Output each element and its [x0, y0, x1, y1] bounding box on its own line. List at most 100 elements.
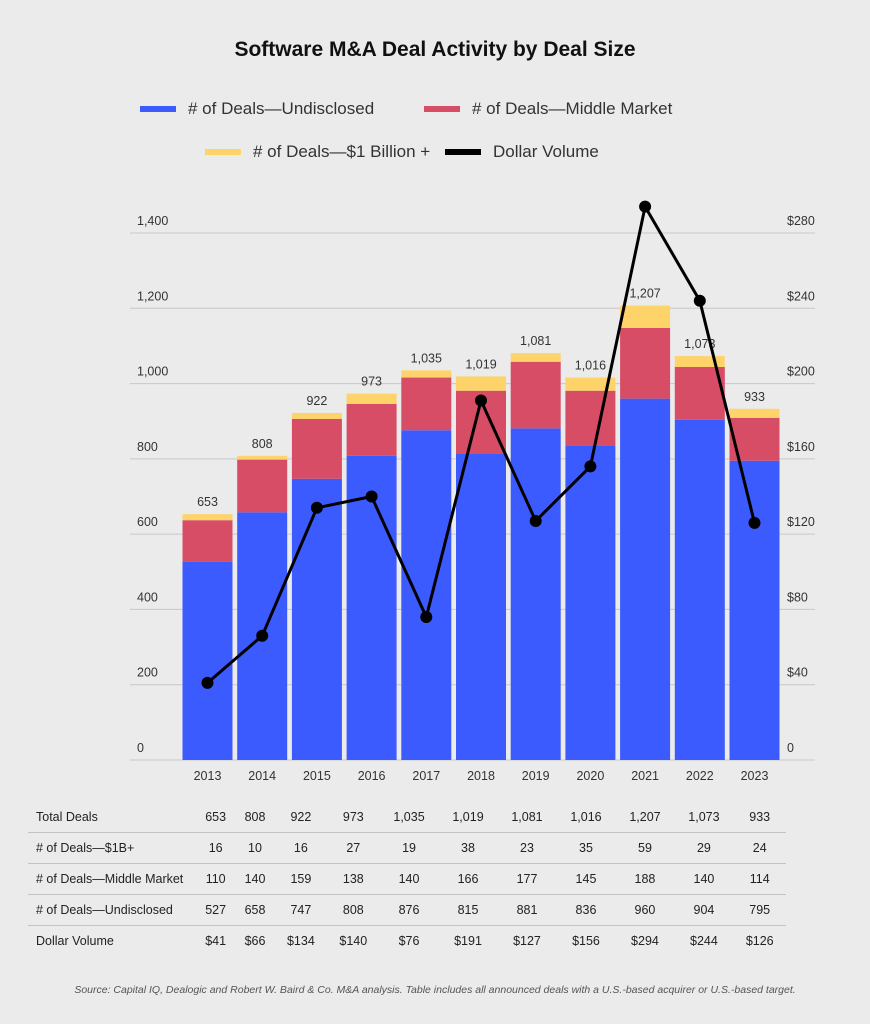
legend-swatch-undisclosed [140, 106, 176, 112]
table-cell: 795 [733, 894, 786, 926]
table-cell: 876 [379, 894, 439, 926]
bar-segment [401, 377, 452, 431]
bar-total-label: 922 [306, 394, 327, 408]
table-row: # of Deals—Middle Market 110 140 159 138 140 1… [28, 863, 786, 895]
bar-total-label: 1,073 [684, 337, 715, 351]
x-tick-label: 2016 [358, 769, 386, 783]
table-cell: 527 [196, 894, 236, 926]
bar-segment [674, 419, 725, 760]
chart-canvas: 0 200 400 600 800 1,000 1,200 1,400 0 $40 $80 $120 $… [130, 200, 815, 783]
table-cell: 23 [497, 832, 557, 864]
bar-segment [182, 514, 233, 521]
y-tick-label: 0 [137, 741, 144, 755]
bar-segment [565, 390, 616, 446]
table-cell: $140 [339, 934, 368, 948]
table-cell: 922 [274, 802, 328, 833]
table-cell: 808 [235, 802, 275, 833]
bar-segment [456, 453, 506, 760]
table-cell: 1,019 [438, 802, 498, 833]
table-cell: 16 [196, 832, 236, 864]
bar-segment [346, 403, 397, 456]
table-cell: $41 [205, 934, 227, 948]
bar-total-label: 973 [361, 375, 382, 389]
y2-tick-label: $40 [787, 666, 808, 680]
table-cell: 188 [615, 863, 675, 895]
legend-swatch-billion-plus [205, 149, 241, 155]
table-row: # of Deals—$1B+ 16 10 16 27 19 38 23 35 59 29 24 [28, 832, 786, 864]
table-row-label: # of Deals—$1B+ [28, 832, 196, 864]
y-tick-label: 1,000 [137, 365, 168, 379]
bar-total-label: 1,016 [575, 359, 606, 373]
table-cell: 653 [196, 802, 236, 833]
y-tick-label: 600 [137, 515, 158, 529]
table-row: Dollar Volume $41 $66 $134 $140 $76 $191 $127 $1… [28, 926, 786, 957]
table-cell: 815 [438, 894, 498, 926]
bar-total-label: 1,081 [520, 334, 551, 348]
table-cell: 140 [674, 863, 734, 895]
table-cell: $126 [745, 934, 774, 948]
x-tick-label: 2023 [741, 769, 769, 783]
table-row: Total Deals 653 808 922 973 1,035 1,019 1,081 1,… [28, 802, 786, 833]
table-cell: 140 [235, 863, 275, 895]
table-cell: 960 [615, 894, 675, 926]
table-cell: 1,016 [556, 802, 616, 833]
y2-tick-label: $200 [787, 365, 815, 379]
legend-item-undisclosed: # of Deals—Undisclosed [140, 99, 374, 119]
bar-segment [565, 377, 616, 391]
bar-segment [729, 460, 780, 760]
table-cell: 138 [327, 863, 380, 895]
y2-tick-label: $160 [787, 440, 815, 454]
table-cell: 24 [733, 832, 786, 864]
table-cell: $294 [631, 934, 659, 948]
table-cell: $127 [513, 934, 541, 948]
dollar-volume-point [693, 294, 706, 307]
legend-label-dollar-volume: Dollar Volume [493, 142, 599, 161]
table-cell: $244 [690, 934, 718, 948]
bar-segment [565, 445, 616, 760]
source-note: Source: Capital IQ, Dealogic and Robert … [74, 984, 796, 996]
table-row-label: Total Deals [28, 802, 196, 833]
legend-label-middle-market: # of Deals—Middle Market [472, 99, 673, 118]
table-cell: 836 [556, 894, 616, 926]
dollar-volume-point [748, 516, 761, 529]
table-cell: 1,207 [615, 802, 675, 833]
dollar-volume-point [475, 394, 487, 407]
bar-total-label: 808 [252, 437, 273, 451]
table-cell: 159 [274, 863, 328, 895]
bar-segment [620, 327, 671, 399]
table-cell: 1,035 [379, 802, 439, 833]
table-cell: 1,081 [497, 802, 557, 833]
table-cell: 1,073 [674, 802, 734, 833]
table-cell: 973 [327, 802, 380, 833]
x-tick-label: 2018 [467, 769, 495, 783]
table-cell: 166 [438, 863, 498, 895]
table-cell: 35 [556, 832, 616, 864]
bar-segment [510, 361, 561, 429]
bar-segment [510, 428, 561, 760]
bar-total-label: 933 [744, 390, 765, 404]
x-tick-label: 2019 [522, 769, 550, 783]
legend-swatch-dollar-volume [445, 149, 481, 155]
table-cell: 658 [235, 894, 275, 926]
y-tick-label: 200 [137, 666, 158, 680]
bar-total-label: 1,019 [465, 357, 496, 371]
y2-tick-label: $120 [787, 515, 815, 529]
dollar-volume-point [420, 610, 433, 623]
bar-total-label: 1,035 [411, 351, 442, 365]
table-cell: $156 [572, 934, 600, 948]
legend-item-middle-market: # of Deals—Middle Market [424, 99, 672, 119]
legend-item-billion-plus: # of Deals—$1 Billion + [205, 142, 430, 162]
table-cell: 904 [674, 894, 734, 926]
x-tick-label: 2015 [303, 769, 331, 783]
legend-label-billion-plus: # of Deals—$1 Billion + [253, 142, 431, 161]
bar-segment [237, 455, 288, 460]
y2-tick-label: 0 [787, 741, 794, 755]
table-cell: 27 [327, 832, 380, 864]
dollar-volume-point [256, 629, 269, 642]
bar-segment [620, 398, 671, 760]
data-table: Total Deals 653 808 922 973 1,035 1,019 1,081 1,… [28, 802, 786, 956]
table-row-label: # of Deals—Undisclosed [28, 894, 196, 926]
bar-segment [182, 561, 233, 760]
bar-segment [729, 408, 780, 418]
table-cell: $191 [454, 934, 482, 948]
